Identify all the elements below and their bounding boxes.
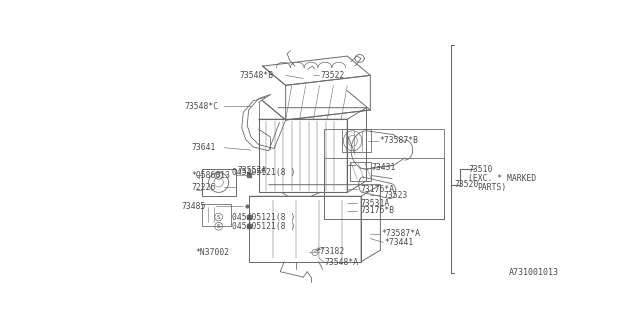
Text: *73587*A: *73587*A xyxy=(382,229,421,238)
Text: *73182: *73182 xyxy=(316,247,345,256)
Text: 73548*A: 73548*A xyxy=(325,258,359,267)
Text: 73520: 73520 xyxy=(454,180,479,189)
Text: (EXC. * MARKED: (EXC. * MARKED xyxy=(468,174,536,183)
Text: 73548*B: 73548*B xyxy=(239,71,273,80)
Bar xyxy=(342,129,371,152)
Text: S: S xyxy=(217,173,221,178)
Text: 73548*C: 73548*C xyxy=(184,102,218,111)
Bar xyxy=(324,129,444,219)
Text: PARTS): PARTS) xyxy=(477,183,507,192)
Text: 72226: 72226 xyxy=(192,182,216,191)
Text: 73552A: 73552A xyxy=(238,166,267,175)
Text: 73531A: 73531A xyxy=(360,199,390,208)
Bar xyxy=(202,204,231,226)
Text: 045405121(8 ): 045405121(8 ) xyxy=(232,168,295,177)
Text: 045405121(8 ): 045405121(8 ) xyxy=(232,222,295,231)
Text: 73485: 73485 xyxy=(182,202,206,211)
Text: 73431: 73431 xyxy=(372,163,396,172)
Bar xyxy=(349,162,371,181)
Text: S: S xyxy=(217,214,221,220)
Bar xyxy=(202,169,236,196)
Text: *73441: *73441 xyxy=(384,238,413,247)
Text: 73176*B: 73176*B xyxy=(360,206,394,215)
Text: 73641: 73641 xyxy=(192,143,216,152)
Text: A731001013: A731001013 xyxy=(509,268,559,277)
Text: *N37002: *N37002 xyxy=(196,248,230,257)
Text: *Q586013: *Q586013 xyxy=(192,171,230,180)
Text: 73176*A: 73176*A xyxy=(360,185,394,194)
Text: 73522: 73522 xyxy=(320,71,345,80)
Text: 73523: 73523 xyxy=(383,191,408,200)
Text: *73587*B: *73587*B xyxy=(380,136,419,145)
Text: 045405121(8 ): 045405121(8 ) xyxy=(232,212,295,221)
Bar xyxy=(324,158,444,219)
Text: S: S xyxy=(217,224,221,229)
Text: 73510: 73510 xyxy=(468,165,493,174)
